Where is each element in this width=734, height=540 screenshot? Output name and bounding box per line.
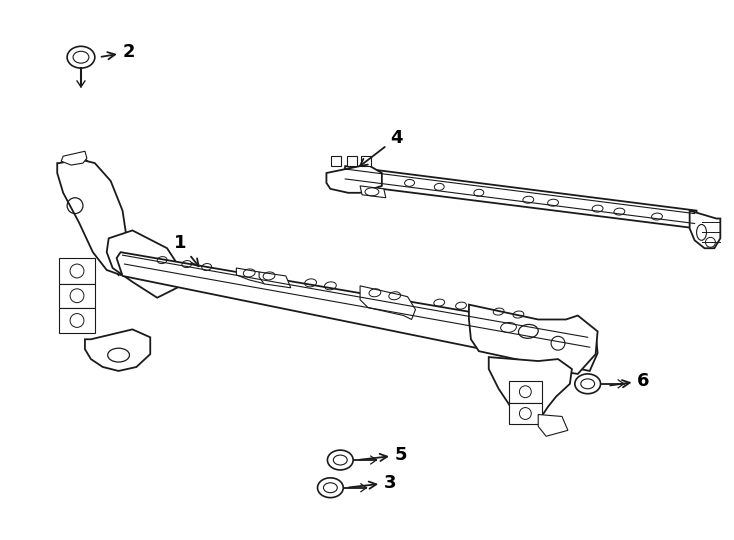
Polygon shape	[59, 284, 95, 308]
Polygon shape	[61, 159, 92, 179]
Polygon shape	[106, 231, 180, 298]
Polygon shape	[360, 186, 386, 198]
Polygon shape	[259, 272, 291, 288]
Polygon shape	[85, 329, 150, 371]
Polygon shape	[469, 305, 597, 374]
Polygon shape	[342, 166, 697, 228]
Polygon shape	[59, 258, 95, 284]
Polygon shape	[327, 166, 382, 193]
Polygon shape	[61, 169, 126, 275]
Polygon shape	[236, 268, 265, 284]
Polygon shape	[509, 403, 542, 424]
Text: 4: 4	[360, 129, 402, 166]
Polygon shape	[61, 151, 87, 165]
Polygon shape	[538, 415, 568, 436]
Polygon shape	[360, 286, 415, 320]
Polygon shape	[489, 357, 572, 418]
Polygon shape	[57, 159, 128, 275]
Text: 1: 1	[174, 234, 199, 266]
Text: 3: 3	[349, 474, 396, 492]
Text: 5: 5	[360, 446, 407, 464]
Polygon shape	[117, 252, 597, 371]
Polygon shape	[59, 308, 95, 333]
Polygon shape	[509, 381, 542, 403]
Text: 2: 2	[101, 43, 135, 61]
Polygon shape	[347, 156, 357, 166]
Polygon shape	[690, 211, 720, 248]
Polygon shape	[361, 156, 371, 166]
Polygon shape	[331, 156, 341, 166]
Text: 6: 6	[610, 372, 650, 390]
